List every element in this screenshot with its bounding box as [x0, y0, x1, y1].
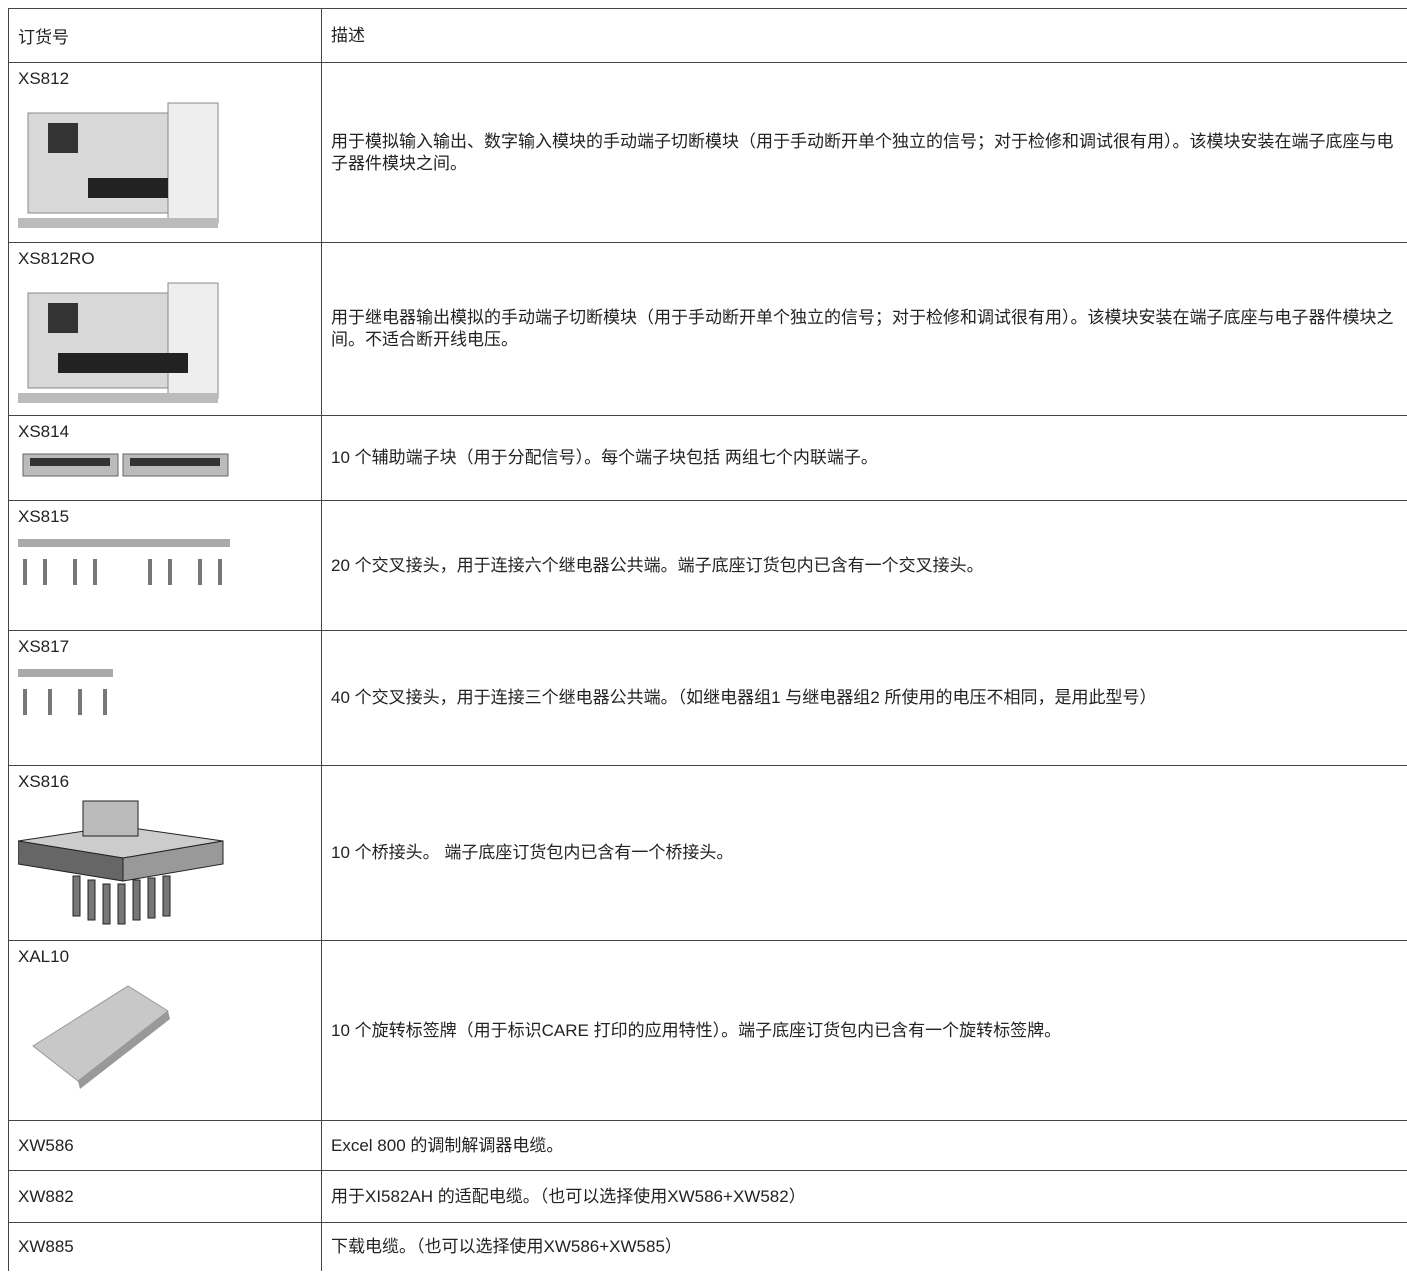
table-row: XS815 20 个交叉接头，用于连接六个继电器公共端。端子底座订货包内已含有一…	[8, 501, 1407, 631]
description: 10 个辅助端子块（用于分配信号）。每个端子块包括 两组七个内联端子。	[331, 448, 878, 467]
table-row: XS816 10 个桥接头。 端子底座订货包内已含有一个桥接头。	[8, 766, 1407, 941]
row-cell: XS812RO	[8, 243, 322, 415]
table-row: XW586 Excel 800 的调制解调器电缆。	[8, 1121, 1407, 1171]
description: 用于模拟输入输出、数字输入模块的手动端子切断模块（用于手动断开单个独立的信号；对…	[331, 131, 1394, 173]
product-image	[18, 669, 113, 715]
row-cell: XS817	[8, 631, 322, 765]
table-row: XW885 下载电缆。（也可以选择使用XW586+XW585）	[8, 1223, 1407, 1275]
description: 10 个桥接头。 端子底座订货包内已含有一个桥接头。	[331, 843, 734, 862]
product-table: 订货号 描述 XS812 用于模拟输入输出、数字输入模块的手动端子切断模块（用于…	[8, 8, 1407, 1275]
code: XW885	[8, 1223, 322, 1271]
code: XS814	[18, 422, 70, 441]
table-row: XS812 用于模拟输入输出、数字输入模块的手动端子切断模块（用于手动断开单个独…	[8, 63, 1407, 243]
table-row: XS817 40 个交叉接头，用于连接三个继电器公共端。（如继电器组1 与继电器…	[8, 631, 1407, 766]
description: 用于XI582AH 的适配电缆。（也可以选择使用XW586+XW582）	[331, 1186, 806, 1206]
code: XS812RO	[18, 249, 95, 268]
code: XS816	[18, 772, 70, 791]
code: XS817	[18, 637, 70, 656]
product-image	[18, 800, 224, 925]
code: XW882	[8, 1171, 322, 1222]
product-image	[32, 985, 170, 1089]
table-row: XW882 用于XI582AH 的适配电缆。（也可以选择使用XW586+XW58…	[8, 1171, 1407, 1223]
description: 10 个旋转标签牌（用于标识CARE 打印的应用特性）。端子底座订货包内已含有一…	[331, 1020, 1062, 1040]
description: 20 个交叉接头，用于连接六个继电器公共端。端子底座订货包内已含有一个交叉接头。	[331, 555, 984, 575]
header-code: 订货号	[8, 9, 322, 62]
description: 用于继电器输出模拟的手动端子切断模块（用于手动断开单个独立的信号；对于检修和调试…	[331, 308, 1394, 349]
code: XAL10	[18, 947, 70, 966]
table-row: XS814 10 个辅助端子块（用于分配信号）。每个端子块包括 两组七个内联端子…	[8, 416, 1407, 501]
table-row: XAL10 10 个旋转标签牌（用于标识CARE 打印的应用特性）。端子底座订货…	[8, 941, 1407, 1121]
description: 下载电缆。（也可以选择使用XW586+XW585）	[331, 1237, 682, 1256]
row-cell: XS812	[8, 63, 322, 242]
description: 40 个交叉接头，用于连接三个继电器公共端。（如继电器组1 与继电器组2 所使用…	[331, 688, 1157, 707]
description: Excel 800 的调制解调器电缆。	[331, 1135, 564, 1155]
header-description: 描述	[331, 25, 365, 45]
row-cell: XAL10	[8, 941, 322, 1120]
row-cell: XS816	[8, 766, 322, 940]
row-cell: XS814	[8, 416, 322, 500]
row-cell: XS815	[8, 501, 322, 630]
code: XS812	[18, 69, 70, 88]
product-image	[22, 453, 229, 477]
header-row: 订货号 描述	[8, 9, 1407, 63]
code: XW586	[8, 1121, 322, 1170]
code: XS815	[18, 507, 70, 526]
page: 订货号 描述 XS812 用于模拟输入输出、数字输入模块的手动端子切断模块（用于…	[8, 8, 1407, 1271]
product-image	[18, 539, 230, 585]
product-image	[18, 282, 219, 403]
product-image	[18, 102, 219, 228]
table-row: XS812RO 用于继电器输出模拟的手动端子切断模块（用于手动断开单个独立的信号…	[8, 243, 1407, 416]
